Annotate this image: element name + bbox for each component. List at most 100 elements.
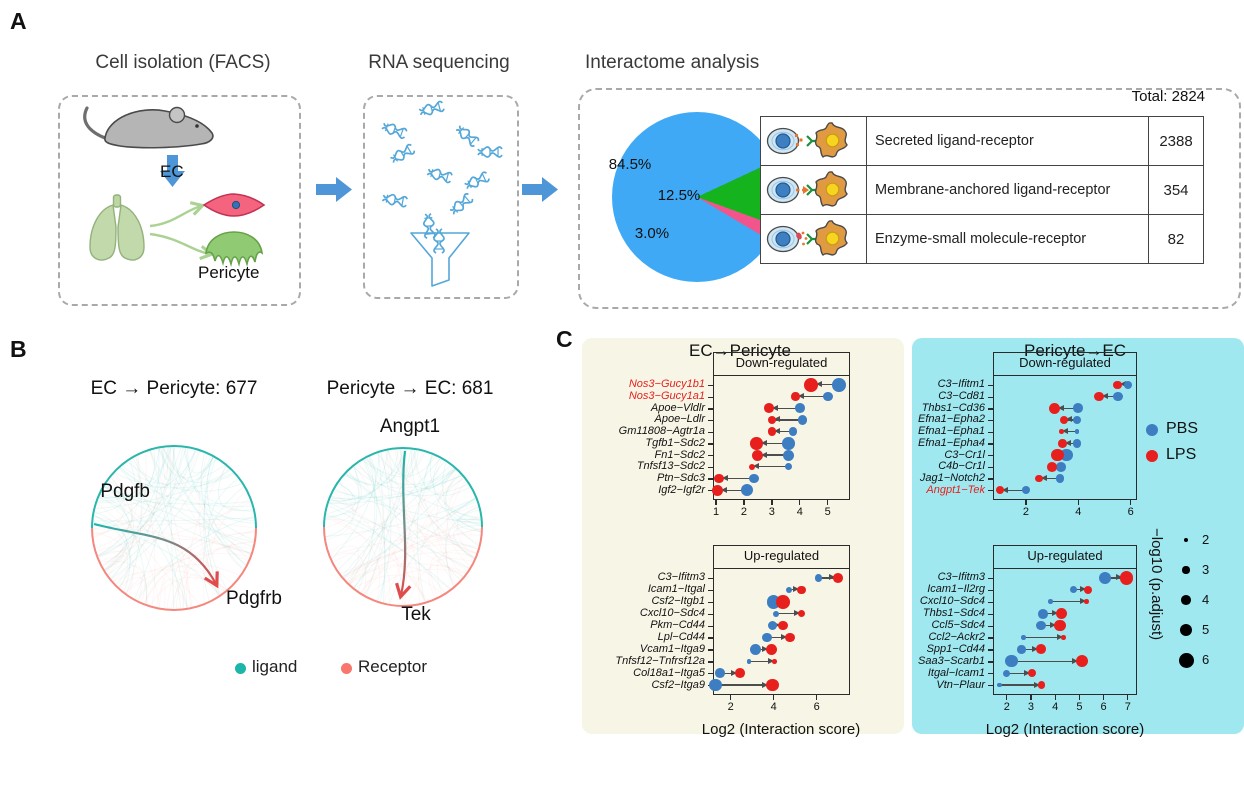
receptor-legend-label: Receptor: [358, 657, 427, 676]
gene-pair-label: C3−Cd81: [938, 390, 985, 403]
table-row-icon: [761, 166, 867, 215]
gene-pair-label: Saa3−Scarb1: [918, 654, 985, 667]
size-legend-value: 2: [1202, 532, 1210, 547]
pie-slice-label-blue: 84.5%: [608, 156, 652, 173]
size-legend-dot: [1182, 566, 1190, 574]
gene-pair-label: Tnfsf12−Tnfrsf12a: [615, 654, 705, 667]
connector-line: [748, 660, 775, 662]
x-tick-label: 4: [770, 701, 777, 713]
connector-line: [1099, 395, 1118, 398]
size-legend-dot: [1183, 537, 1189, 543]
connector-line: [767, 636, 790, 639]
lps-dot: [1084, 599, 1089, 605]
flow-arrow-2-icon: [522, 177, 558, 202]
lps-dot: [749, 463, 756, 470]
regulation-header: Up-regulated: [713, 545, 850, 569]
gene-pair-label: Efna1−Epha1: [918, 425, 985, 438]
lps-dot: [766, 678, 779, 692]
gene-pair-label: Apoe−Vldlr: [650, 401, 705, 414]
connector-line: [1006, 672, 1033, 674]
x-tick-label: 2: [740, 506, 748, 518]
connector-line: [757, 454, 789, 456]
lps-dot: [1113, 380, 1122, 390]
series-legend: PBS LPS: [1146, 420, 1241, 480]
xaxis-title-right: Log2 (Interaction score): [985, 721, 1145, 738]
pbs-dot: [1123, 380, 1133, 390]
pbs-dot: [748, 473, 759, 484]
dotplot-right-title: Pericyte→EC: [1023, 341, 1127, 360]
ligand-legend-label: ligand: [252, 657, 298, 676]
connector-arrowhead: [1079, 598, 1086, 605]
cell-isolation-box: [58, 95, 301, 306]
gene-pair-label: Csf2−Itgb1: [651, 595, 705, 608]
pbs-dot: [749, 643, 761, 655]
gene-pair-label: Cxcl10−Sdc4: [639, 607, 705, 620]
gene-pair-label: Apoe−Ldlr: [654, 413, 705, 426]
pbs-dot: [785, 463, 793, 471]
gene-pair-label: Tnfsf13−Sdc2: [636, 460, 705, 473]
lps-dot: [1059, 415, 1069, 425]
interaction-type-name: Secreted ligand-receptor: [867, 117, 1149, 166]
circos-right-title: Pericyte → EC: 681: [326, 378, 494, 399]
gene-pair-label: Tgfb1−Sdc2: [645, 436, 705, 449]
gene-pair-label: Spp1−Cd44: [926, 642, 985, 655]
gene-pair-label: Pkm−Cd44: [650, 619, 705, 632]
gene-pair-label: Nos3−Gucy1a1: [628, 390, 705, 403]
connector-arrowhead: [1056, 633, 1063, 640]
pbs-dot: [1098, 571, 1111, 585]
connector-line: [719, 672, 741, 674]
gene-pair-label: C3−Ifitm3: [937, 571, 985, 584]
connector-arrowhead: [1040, 474, 1047, 481]
size-legend-value: 4: [1202, 592, 1210, 607]
interaction-type-name: Membrane-anchored ligand-receptor: [867, 166, 1149, 215]
interaction-type-count: 354: [1149, 166, 1203, 215]
lps-dot: [1027, 668, 1037, 678]
lps-dot: [767, 427, 777, 436]
gene-pair-label: Jag1−Notch2: [919, 471, 985, 484]
interaction-type-count: 2388: [1149, 117, 1203, 166]
receptor-label-tek: Tek: [401, 604, 431, 625]
pie-chart: [612, 112, 782, 282]
connector-line: [769, 407, 800, 409]
plot-frame: [713, 545, 850, 695]
connector-line: [1050, 601, 1087, 603]
ligand-dot: [235, 663, 246, 674]
connector-arrowhead: [793, 586, 800, 593]
x-tick-label: 3: [768, 506, 775, 518]
size-legend-dot: [1178, 652, 1194, 668]
branch-arrow-pericyte: [149, 232, 210, 254]
pbs-dot: [822, 391, 833, 402]
interaction-type-count: 82: [1167, 230, 1185, 248]
cell-pair-icon: [766, 220, 848, 256]
x-tick-label: 4: [1075, 506, 1082, 518]
lps-dot: [1058, 439, 1067, 448]
connector-line: [1054, 407, 1079, 409]
lps-dot: [752, 449, 764, 461]
gene-pair-label: Efna1−Epha4: [918, 436, 985, 449]
connector-line: [818, 577, 839, 579]
lps-dot: [1047, 461, 1058, 472]
connector-arrowhead: [797, 393, 804, 400]
pbs-dot: [1017, 645, 1026, 654]
connector-arrowhead: [721, 486, 727, 493]
x-tick-label: 1: [713, 506, 720, 518]
pericyte-cell-icon: [205, 231, 264, 268]
connector-arrowhead: [774, 622, 781, 629]
lps-dot: [1146, 450, 1158, 462]
regulation-header: Down-regulated: [993, 352, 1137, 376]
flow-arrow-1-icon: [316, 177, 352, 202]
lps-dot: [772, 658, 778, 664]
pbs-dot: [831, 378, 846, 392]
connector-arrowhead: [760, 439, 767, 446]
secreted-dots-icon: [794, 134, 802, 146]
table-row-icon: [761, 215, 867, 263]
regulation-header: Up-regulated: [993, 545, 1137, 569]
connector-arrowhead: [780, 633, 787, 640]
connector-arrowhead: [761, 451, 768, 458]
lps-dot: [765, 643, 778, 655]
ligand-label-angpt1: Angpt1: [379, 416, 441, 437]
connector-line: [795, 395, 828, 398]
lps-dot: [1035, 474, 1043, 483]
connector-arrowhead: [1115, 574, 1122, 581]
lps-legend-label: LPS: [1166, 446, 1197, 463]
